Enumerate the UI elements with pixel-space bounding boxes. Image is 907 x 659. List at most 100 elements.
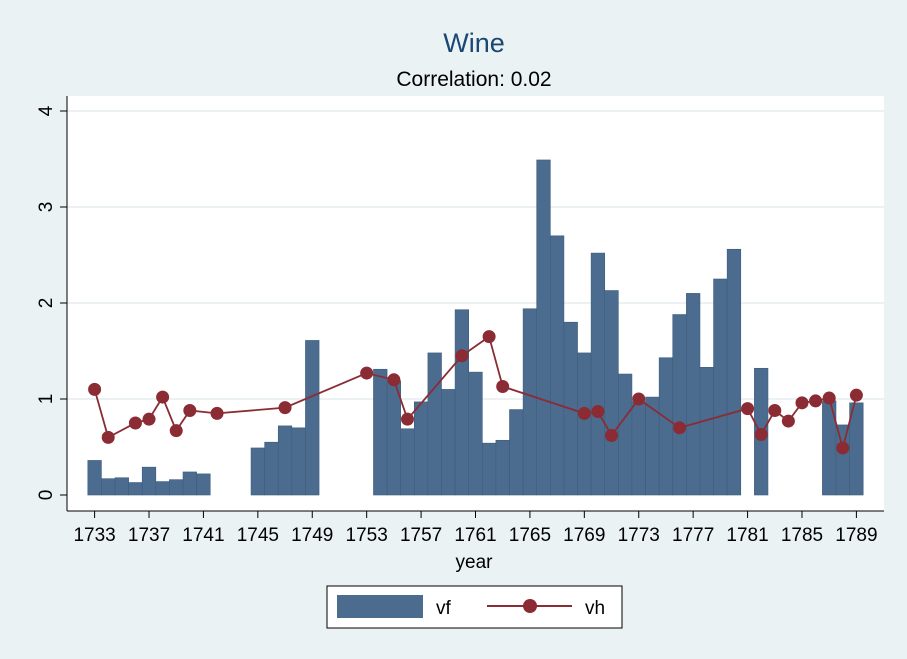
- vf-bar-1735: [114, 477, 129, 496]
- vh-point-1769: [577, 406, 591, 420]
- x-tick-label: 1749: [291, 525, 333, 546]
- x-axis: 1733 1737 1741 1745 1749 1753 1757 1761 1765 1769…: [67, 510, 884, 546]
- y-tick-label: 0: [36, 490, 57, 501]
- vf-bar-1779: [713, 278, 728, 496]
- x-tick-label: 1737: [128, 525, 170, 546]
- vh-point-1760: [455, 349, 469, 363]
- vf-bar-1738: [155, 481, 170, 496]
- vh-point-1737: [142, 412, 156, 426]
- vf-bar-1780: [726, 248, 742, 496]
- x-tick-label: 1789: [835, 525, 877, 546]
- vh-point-1763: [496, 380, 510, 394]
- vh-point-1788: [836, 441, 850, 455]
- vf-bar-1765: [522, 308, 538, 496]
- vh-point-1770: [591, 404, 605, 418]
- vf-bar-1789: [849, 402, 864, 496]
- x-tick-label: 1741: [182, 525, 224, 546]
- vf-bar-1766: [536, 159, 551, 496]
- vf-bar-1747: [277, 425, 293, 496]
- vf-bar-1733: [87, 460, 102, 496]
- vf-bar-1739: [169, 479, 184, 496]
- chart-title: Wine: [443, 28, 505, 58]
- legend: vf vh: [326, 585, 623, 629]
- x-tick-label: 1777: [672, 525, 714, 546]
- vf-bar-1737: [141, 466, 157, 496]
- vf-bar-1761: [468, 371, 483, 496]
- vh-point-1733: [88, 382, 102, 396]
- vf-bar-1749: [305, 340, 320, 496]
- vf-bar-1746: [264, 441, 279, 496]
- x-tick-label: 1773: [618, 525, 660, 546]
- vh-point-1740: [183, 404, 197, 418]
- x-tick-label: 1765: [509, 525, 551, 546]
- y-tick-label: 3: [36, 202, 57, 213]
- legend-vf-label: vf: [436, 598, 452, 619]
- vf-bar-1778: [699, 367, 714, 496]
- x-tick-label: 1733: [73, 525, 115, 546]
- vh-point-1756: [400, 412, 414, 426]
- vf-bar-1741: [196, 473, 211, 496]
- y-tick-label: 2: [36, 298, 57, 309]
- vf-bar-1767: [550, 235, 565, 496]
- vh-point-1739: [169, 424, 183, 438]
- vf-bar-1734: [101, 478, 116, 496]
- vh-point-1787: [822, 391, 836, 405]
- legend-vh-marker: [523, 599, 537, 613]
- legend-vf-swatch: [337, 595, 423, 618]
- vf-bar-1748: [291, 427, 306, 496]
- vh-point-1786: [809, 394, 823, 408]
- x-tick-label: 1757: [400, 525, 442, 546]
- x-axis-title: year: [456, 552, 494, 573]
- vf-bar-1788: [835, 424, 850, 496]
- vh-point-1784: [781, 414, 795, 428]
- vf-bar-1756: [400, 428, 415, 496]
- vh-point-1755: [387, 373, 401, 387]
- x-tick-label: 1753: [346, 525, 388, 546]
- vf-bar-1759: [441, 389, 456, 496]
- vf-bars: [87, 159, 864, 496]
- vf-bar-1762: [482, 442, 497, 496]
- vh-point-1734: [101, 430, 115, 444]
- vf-bar-1773: [631, 401, 646, 496]
- vf-bar-1769: [577, 352, 592, 496]
- vf-bar-1760: [454, 309, 469, 496]
- vh-point-1736: [128, 416, 142, 430]
- vh-point-1783: [768, 404, 782, 418]
- vf-bar-1757: [413, 401, 429, 496]
- vf-bar-1775: [658, 357, 674, 496]
- vf-bar-1770: [590, 252, 606, 496]
- y-tick-label: 4: [36, 105, 57, 116]
- vf-bar-1763: [495, 439, 510, 496]
- vf-bar-1777: [686, 293, 701, 496]
- vh-point-1789: [849, 388, 863, 402]
- vh-point-1742: [210, 406, 224, 420]
- legend-vh-label: vh: [585, 598, 605, 619]
- x-tick-label: 1745: [237, 525, 279, 546]
- y-axis: 0 1 2 3 4: [36, 96, 68, 511]
- x-tick-label: 1761: [454, 525, 496, 546]
- vf-bar-1772: [618, 373, 633, 496]
- x-tick-label: 1785: [781, 525, 823, 546]
- vf-bar-1736: [128, 482, 143, 496]
- vh-point-1773: [632, 392, 646, 406]
- vh-point-1776: [673, 421, 687, 435]
- vf-bar-1771: [604, 290, 619, 496]
- vh-point-1781: [741, 402, 755, 416]
- vf-bar-1745: [250, 447, 265, 496]
- y-tick-label: 1: [36, 394, 57, 405]
- vh-point-1771: [605, 428, 619, 442]
- vf-bar-1764: [509, 409, 524, 496]
- x-tick-label: 1769: [563, 525, 605, 546]
- vf-bar-1754: [373, 368, 388, 496]
- x-tick-label: 1781: [726, 525, 768, 546]
- vf-bar-1755: [386, 380, 401, 496]
- vf-bar-1776: [672, 314, 687, 496]
- vh-line: [88, 330, 863, 455]
- vh-point-1747: [278, 401, 292, 415]
- vh-point-1782: [754, 428, 768, 442]
- vf-bar-1758: [427, 352, 442, 496]
- vh-point-1753: [360, 366, 374, 380]
- vh-point-1785: [795, 396, 809, 410]
- gridlines: [67, 110, 884, 400]
